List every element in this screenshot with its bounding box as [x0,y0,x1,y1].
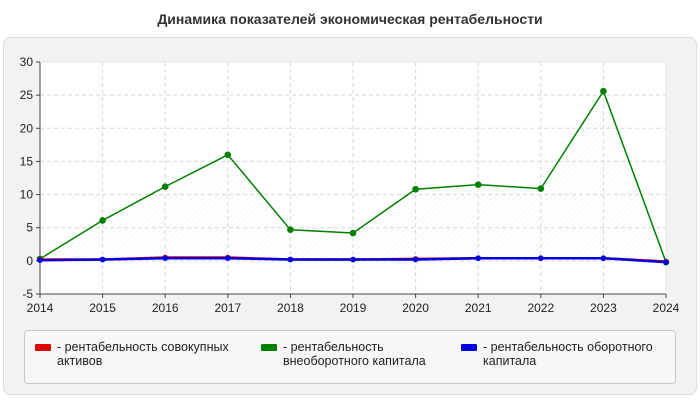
x-tick-label: 2022 [527,301,554,315]
legend-label-total-assets: - рентабельность совокупных активов [57,340,229,368]
x-tick-label: 2018 [277,301,304,315]
data-point-2 [287,256,294,263]
y-tick-label: 10 [20,188,34,202]
y-tick-label: 30 [20,55,34,69]
y-tick-label: 0 [26,254,33,268]
data-point-2 [350,256,356,263]
data-point-2 [475,255,482,262]
data-point-2 [412,256,419,263]
data-point-2 [600,255,607,262]
x-tick-label: 2024 [653,301,680,315]
y-tick-label: 15 [20,154,34,168]
y-tick-label: -5 [22,287,33,301]
data-point-1 [287,226,294,234]
data-point-1 [224,151,232,159]
y-tick-label: 5 [26,221,33,235]
data-point-1 [537,185,545,192]
legend-swatch-green [261,344,277,351]
data-point-2 [162,255,168,262]
x-tick-label: 2020 [402,301,429,315]
chart-title: Динамика показателей экономическая рента… [157,11,543,27]
legend: - рентабельность совокупных активов - ре… [24,330,676,384]
area-fill [40,91,666,263]
x-tick-label: 2023 [590,301,617,315]
y-tick-label: 25 [20,88,34,102]
legend-label-working-capital: - рентабельность оборотного капитала [483,340,653,368]
x-tick-label: 2017 [214,301,241,315]
data-series [36,87,670,266]
data-point-1 [161,183,169,190]
legend-swatch-red [35,344,51,351]
legend-label-noncurrent-capital: - рентабельность внеоборотного капитала [283,340,426,368]
data-point-1 [99,217,106,224]
data-point-1 [412,185,419,193]
data-point-2 [538,255,544,262]
x-tick-label: 2016 [152,301,179,315]
data-point-1 [474,181,482,188]
data-point-2 [37,257,43,263]
x-tick-label: 2015 [89,301,116,315]
data-point-1 [600,87,607,95]
area-fills [40,91,666,263]
data-point-2 [99,256,106,263]
legend-swatch-blue [461,344,477,351]
data-point-2 [663,259,669,265]
data-point-1 [349,229,357,237]
x-tick-label: 2019 [340,301,367,315]
axes: -5 0 5 10 15 20 25 30 2014 2015 2016 2017 2018 2019 20… [20,55,680,315]
x-tick-label: 2021 [465,301,492,315]
y-tick-label: 20 [20,121,34,135]
data-point-2 [225,255,231,262]
x-tick-label: 2014 [27,301,54,315]
